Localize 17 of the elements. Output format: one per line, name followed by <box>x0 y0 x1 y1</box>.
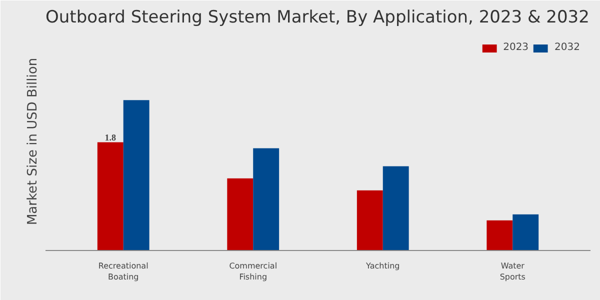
bar <box>486 220 513 250</box>
y-axis-title: Market Size in USD Billion <box>26 58 40 226</box>
bar <box>382 166 409 250</box>
x-tick-label: Yachting <box>365 262 400 270</box>
x-tick-label: Commercial Fishing <box>229 262 278 282</box>
bar <box>227 178 254 250</box>
bar <box>512 214 539 250</box>
x-tick-label: Water Sports <box>500 262 526 282</box>
bar <box>123 100 150 250</box>
bar <box>356 190 383 250</box>
bar <box>97 142 124 250</box>
data-label: 1.8 <box>104 132 117 142</box>
bar <box>253 148 280 250</box>
legend-label: 2032 <box>554 42 580 53</box>
chart-title: Outboard Steering System Market, By Application, 2023 & 2032 <box>46 8 590 28</box>
legend-label: 2023 <box>503 42 529 53</box>
x-tick-label: Recreational Boating <box>98 262 148 282</box>
